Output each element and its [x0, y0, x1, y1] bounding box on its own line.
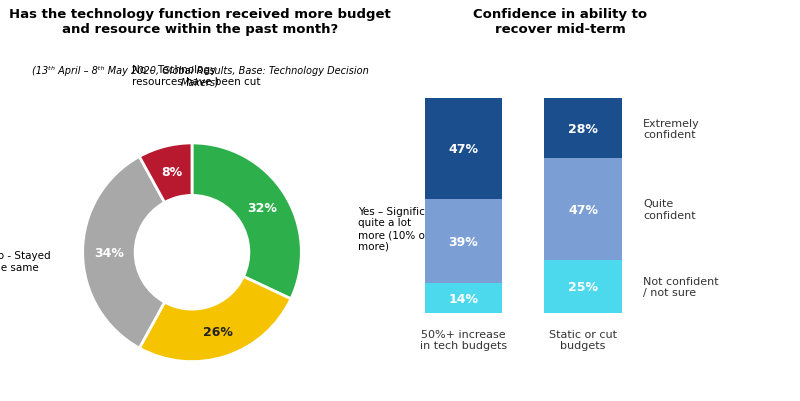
- Text: No - Stayed
the same: No - Stayed the same: [0, 251, 50, 272]
- Wedge shape: [82, 157, 165, 348]
- Wedge shape: [139, 277, 291, 362]
- Text: 32%: 32%: [247, 202, 277, 215]
- Bar: [425, 200, 502, 284]
- Text: 34%: 34%: [94, 246, 124, 259]
- Wedge shape: [192, 144, 302, 299]
- Bar: [544, 159, 622, 260]
- Text: 8%: 8%: [161, 166, 182, 179]
- Text: 50%+ increase
in tech budgets: 50%+ increase in tech budgets: [420, 329, 507, 350]
- Text: Extremely
confident: Extremely confident: [643, 118, 700, 140]
- Text: 28%: 28%: [568, 123, 598, 136]
- Text: Quite
confident: Quite confident: [643, 199, 695, 220]
- Bar: [544, 260, 622, 314]
- Text: Confidence in ability to
recover mid-term: Confidence in ability to recover mid-ter…: [473, 8, 647, 36]
- Wedge shape: [139, 144, 192, 203]
- Bar: [425, 284, 502, 314]
- Text: Not confident
/ not sure: Not confident / not sure: [643, 276, 718, 298]
- Bar: [544, 99, 622, 159]
- Text: 14%: 14%: [448, 292, 478, 305]
- Text: Yes – Significantly /
quite a lot
more (10% or
more): Yes – Significantly / quite a lot more (…: [358, 206, 458, 251]
- Text: Static or cut
budgets: Static or cut budgets: [549, 329, 617, 350]
- Bar: [425, 99, 502, 200]
- Text: 26%: 26%: [202, 325, 233, 338]
- Text: 39%: 39%: [449, 235, 478, 248]
- Text: No – Technology
resources have been cut: No – Technology resources have been cut: [132, 65, 260, 87]
- Text: Has the technology function received more budget
and resource within the past mo: Has the technology function received mor…: [9, 8, 391, 36]
- Text: 47%: 47%: [568, 203, 598, 216]
- Text: (13ᵗʰ April – 8ᵗʰ May 2020, Global Results, Base: Technology Decision
Makers): (13ᵗʰ April – 8ᵗʰ May 2020, Global Resul…: [32, 65, 368, 87]
- Text: 25%: 25%: [568, 280, 598, 293]
- Text: 47%: 47%: [448, 143, 478, 156]
